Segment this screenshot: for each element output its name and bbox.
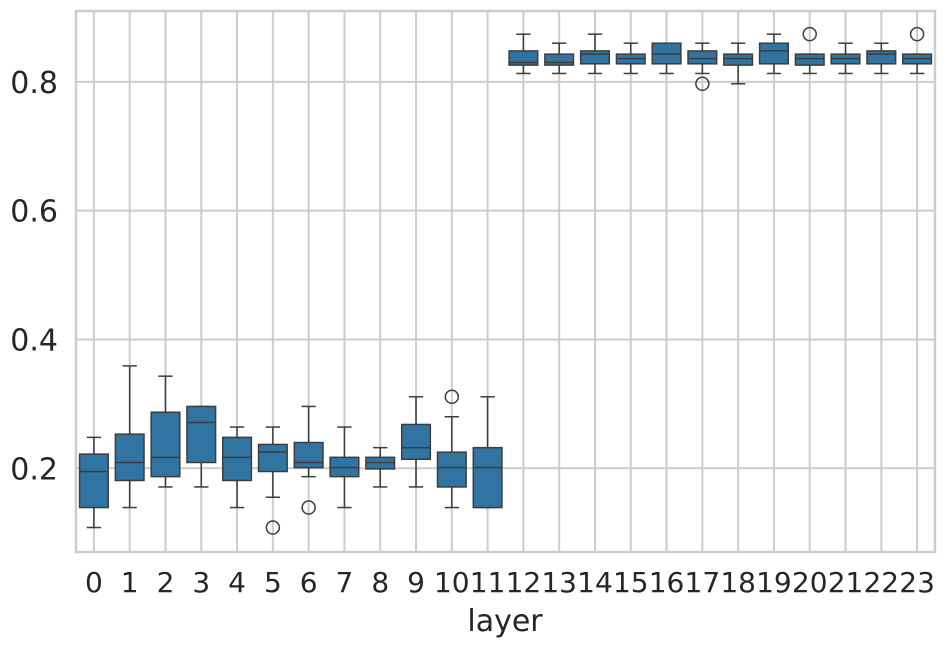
x-tick-labels: 0 1 2 3 4 5 6 7 8 9 10 11 12 13 14 15 16 17 18 19 20 21 22 23 [85, 566, 935, 599]
y-tick-label: 0.2 [10, 452, 58, 487]
x-tick-label: 21 [828, 566, 864, 599]
y-tick-labels: 0.2 0.4 0.6 0.8 [10, 66, 58, 487]
box-group [615, 42, 646, 75]
outlier-point [301, 500, 316, 515]
box-iqr [114, 433, 145, 482]
x-tick-label: 6 [300, 566, 318, 599]
x-tick-label: 22 [863, 566, 899, 599]
x-tick-label: 3 [192, 566, 210, 599]
x-tick-label: 20 [792, 566, 828, 599]
x-tick-label: 19 [756, 566, 792, 599]
outlier-point [265, 520, 281, 535]
outlier-point [909, 26, 925, 42]
box-iqr [579, 50, 611, 65]
box-group [78, 436, 109, 529]
x-tick-label: 11 [470, 566, 506, 599]
box-group [508, 33, 539, 75]
box-group [400, 396, 432, 488]
x-tick-label: 10 [434, 566, 470, 599]
box-group [150, 375, 181, 488]
box-iqr [758, 42, 790, 65]
box-group [830, 42, 861, 75]
x-axis-label: layer [467, 604, 543, 639]
x-tick-label: 4 [228, 566, 246, 599]
x-tick-label: 1 [121, 566, 139, 599]
box-group [365, 446, 396, 488]
outlier-point [695, 76, 710, 92]
x-tick-label: 17 [685, 566, 721, 599]
x-tick-label: 7 [336, 566, 354, 599]
box-group [436, 389, 467, 509]
box-group [579, 33, 611, 75]
box-iqr [866, 50, 897, 65]
box-iqr [400, 423, 432, 461]
box-iqr [257, 443, 288, 473]
x-tick-label: 18 [720, 566, 756, 599]
x-tick-label: 23 [899, 566, 935, 599]
box-group [758, 33, 790, 75]
x-tick-label: 16 [649, 566, 685, 599]
y-tick-label: 0.6 [10, 195, 58, 230]
box-iqr [687, 50, 718, 65]
box-group [221, 426, 253, 509]
box-group [902, 26, 933, 75]
x-tick-label: 5 [264, 566, 282, 599]
box-iqr [436, 451, 467, 488]
box-group [723, 42, 754, 85]
y-tick-label: 0.4 [10, 323, 58, 358]
box-iqr [508, 50, 539, 66]
x-tick-label: 9 [407, 566, 425, 599]
box-group [329, 426, 360, 509]
box-group [293, 405, 324, 515]
x-tick-label: 8 [371, 566, 389, 599]
box-iqr [544, 53, 575, 66]
box-iqr [293, 441, 324, 469]
box-iqr [186, 405, 217, 464]
box-iqr [78, 453, 109, 509]
outlier-point [444, 389, 460, 405]
box-layer [78, 26, 933, 535]
box-group [866, 42, 897, 75]
x-tick-label: 12 [506, 566, 542, 599]
x-tick-label: 14 [577, 566, 613, 599]
x-tick-label: 15 [613, 566, 649, 599]
box-iqr [150, 411, 181, 478]
box-group [257, 426, 288, 535]
box-group [794, 26, 825, 75]
box-group [114, 365, 145, 509]
x-tick-label: 13 [541, 566, 577, 599]
box-iqr [723, 53, 754, 66]
box-iqr [794, 53, 825, 66]
y-tick-label: 0.8 [10, 66, 58, 101]
box-iqr [472, 446, 503, 509]
box-group [472, 396, 503, 509]
plot-frame [74, 9, 937, 554]
box-group [186, 405, 217, 488]
box-group [687, 42, 718, 92]
box-iqr [221, 436, 253, 482]
box-group [651, 42, 682, 75]
x-tick-label: 0 [85, 566, 103, 599]
box-group [544, 42, 575, 75]
outlier-point [802, 26, 817, 42]
x-tick-label: 2 [157, 566, 175, 599]
